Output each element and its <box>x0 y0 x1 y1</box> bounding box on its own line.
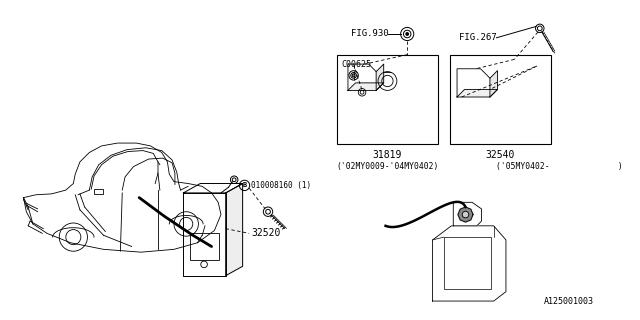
Polygon shape <box>348 64 376 91</box>
Text: 31819: 31819 <box>372 150 402 160</box>
Polygon shape <box>226 183 243 276</box>
Text: 32540: 32540 <box>486 150 515 160</box>
Polygon shape <box>184 183 243 193</box>
Polygon shape <box>490 71 497 97</box>
Polygon shape <box>348 83 384 91</box>
Polygon shape <box>184 193 226 276</box>
Polygon shape <box>376 64 384 91</box>
Text: A125001003: A125001003 <box>545 297 595 306</box>
Bar <box>94 189 102 194</box>
Polygon shape <box>453 202 481 226</box>
Polygon shape <box>433 226 506 301</box>
Text: ('02MY0009-'04MY0402): ('02MY0009-'04MY0402) <box>336 162 438 171</box>
Text: C00625: C00625 <box>341 60 371 68</box>
Polygon shape <box>457 90 497 97</box>
Text: 32520: 32520 <box>251 228 280 238</box>
Bar <box>449 55 551 144</box>
Circle shape <box>352 74 355 77</box>
Text: B: B <box>243 182 246 188</box>
Text: FIG.930: FIG.930 <box>351 29 388 38</box>
Circle shape <box>406 33 408 36</box>
Text: FIG.267: FIG.267 <box>459 33 497 42</box>
Bar <box>337 55 438 144</box>
Circle shape <box>462 211 468 218</box>
Text: 010008160 (1): 010008160 (1) <box>251 181 311 190</box>
Bar <box>444 237 491 289</box>
Polygon shape <box>457 69 490 97</box>
Bar <box>190 233 219 260</box>
Polygon shape <box>458 207 473 222</box>
Text: ('05MY0402-              ): ('05MY0402- ) <box>495 162 622 171</box>
